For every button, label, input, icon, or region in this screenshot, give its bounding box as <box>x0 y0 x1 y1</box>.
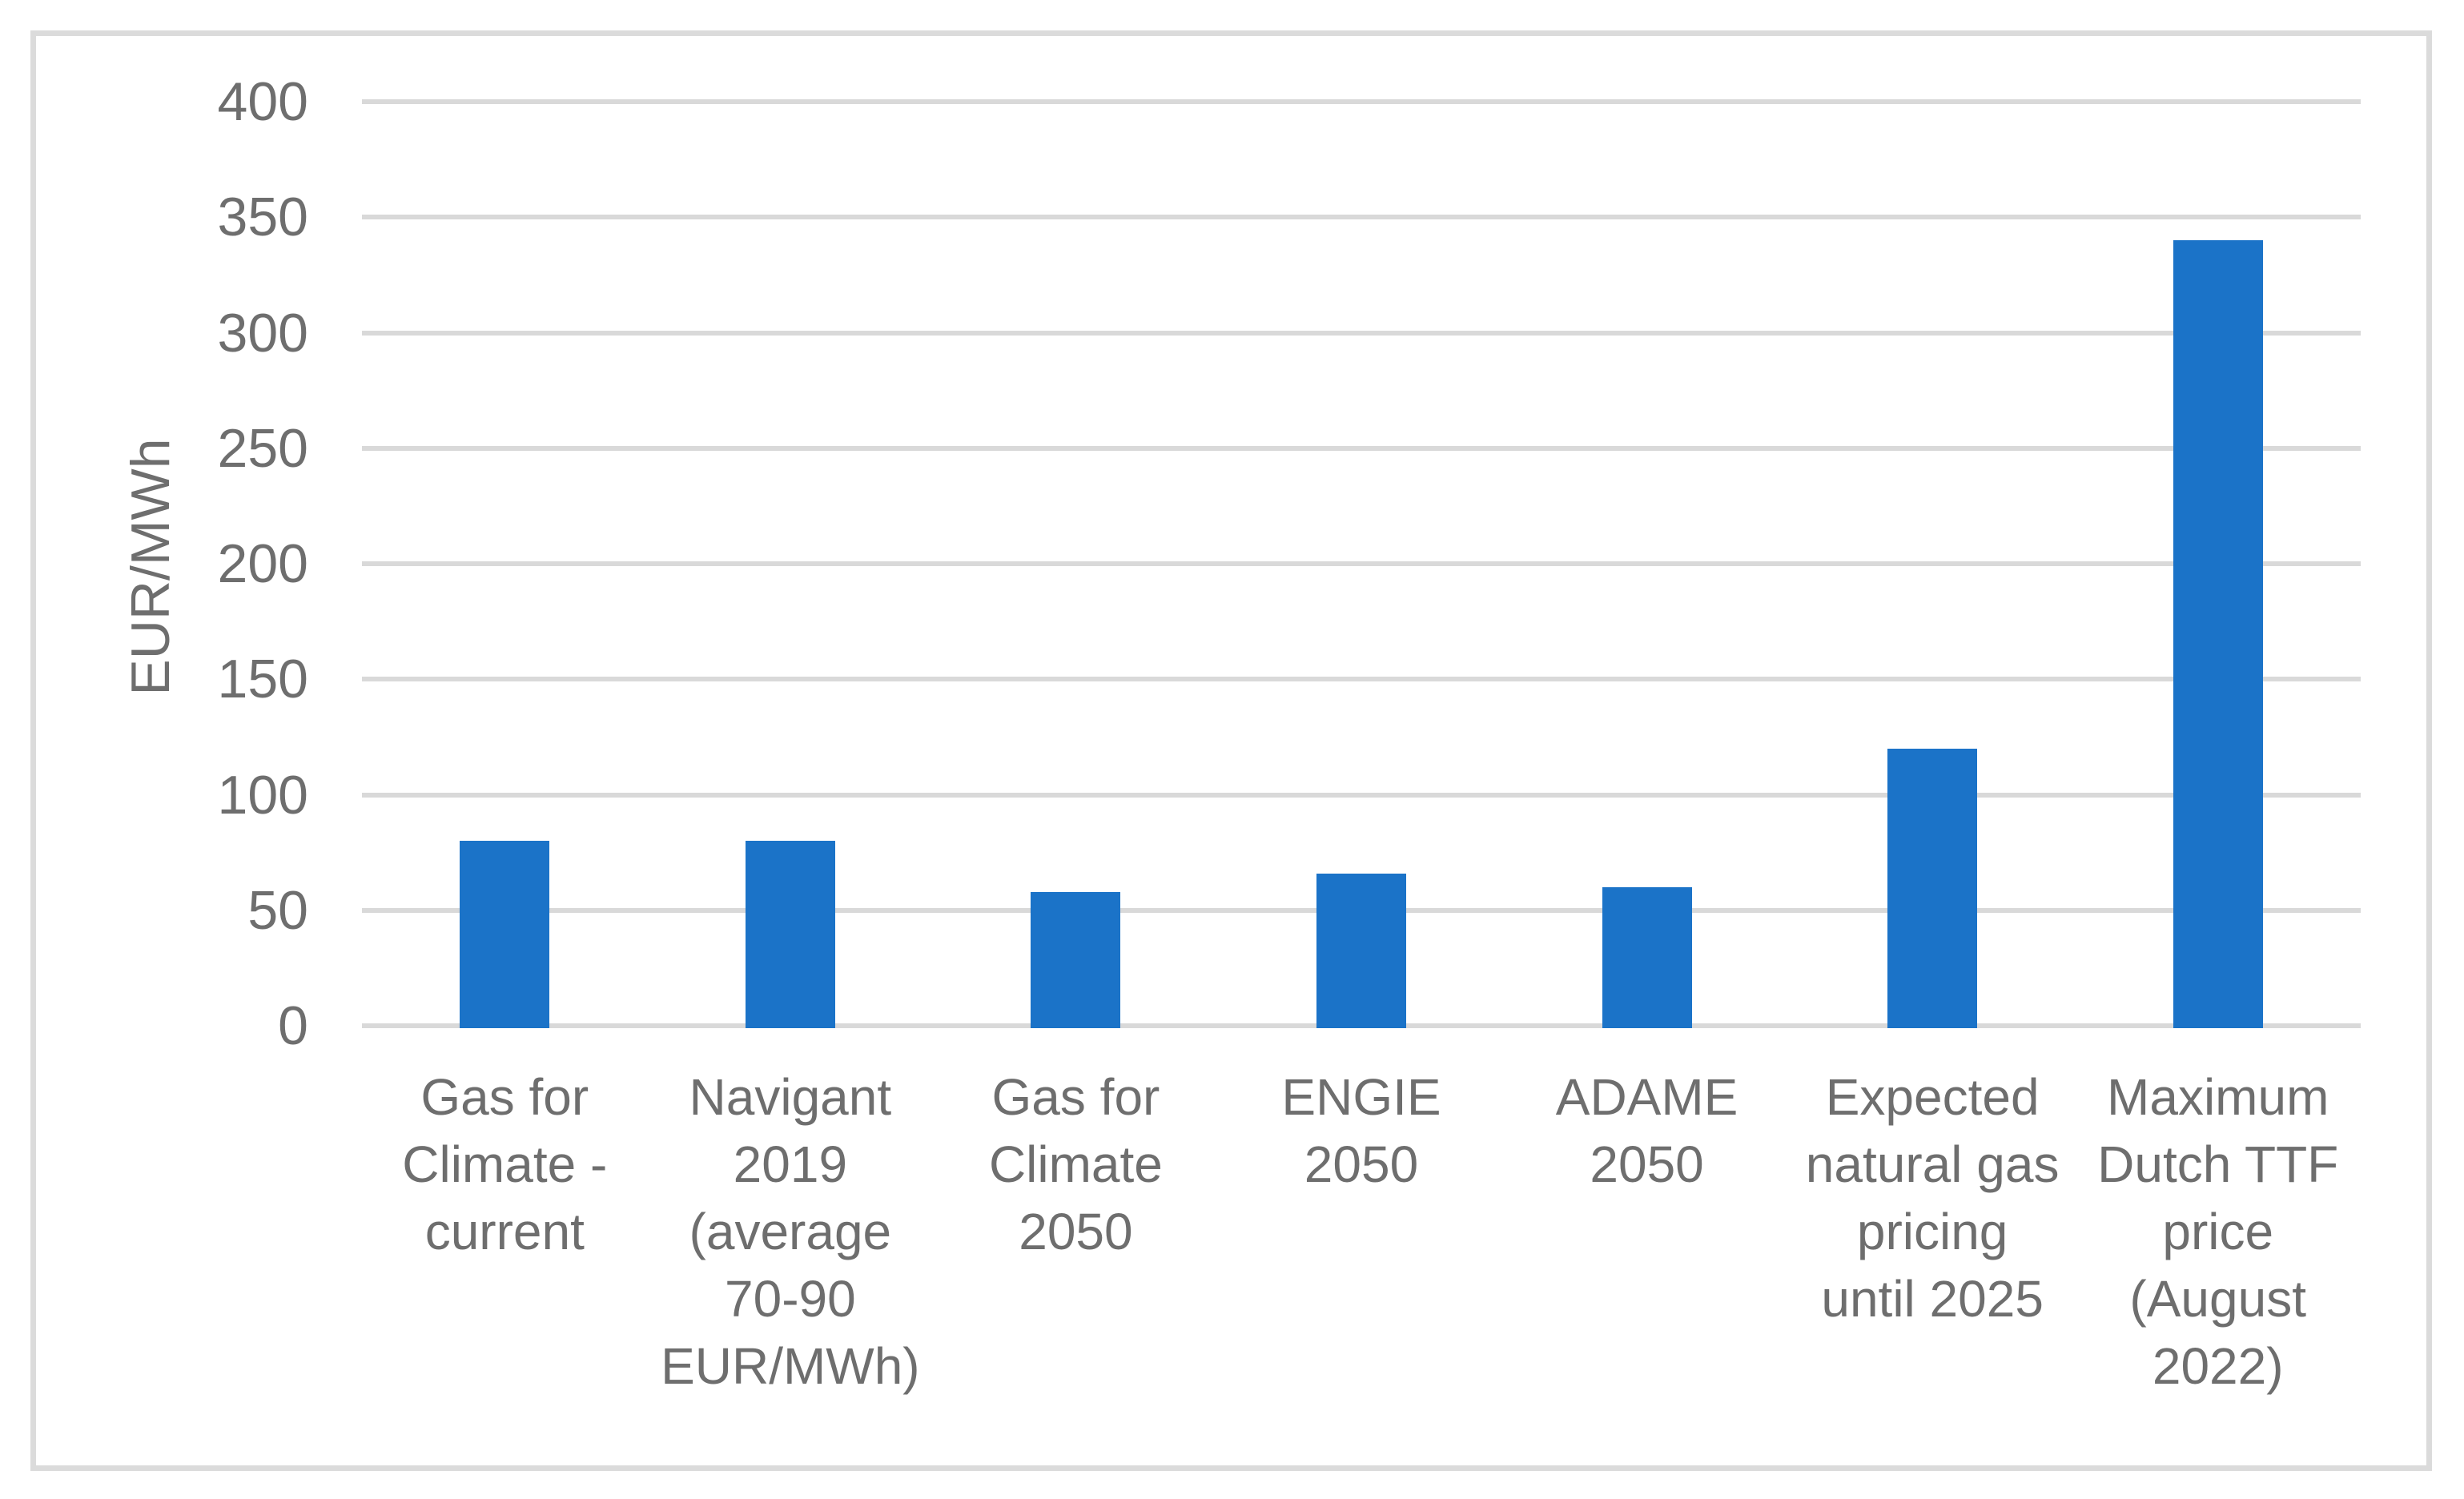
gridline <box>362 445 2361 451</box>
y-tick-label: 200 <box>217 533 308 594</box>
category-label: Maximum Dutch TTF price (August 2022) <box>2075 1063 2361 1400</box>
category-label: Gas for Climate 2050 <box>933 1063 1219 1265</box>
category-label-line: ADAME <box>1555 1068 1738 1126</box>
y-tick-label: 250 <box>217 417 308 479</box>
bar <box>460 841 550 1028</box>
category-label-line: 2019 <box>733 1135 848 1193</box>
bar <box>2173 240 2263 1028</box>
y-tick-label: 300 <box>217 302 308 364</box>
bar <box>1316 873 1406 1028</box>
category-label: ADAME 2050 <box>1504 1063 1790 1198</box>
category-label-line: Climate <box>988 1135 1163 1193</box>
bar <box>1031 891 1121 1028</box>
y-tick-label: 150 <box>217 649 308 710</box>
category-label-line: 2050 <box>1590 1135 1704 1193</box>
bar <box>745 841 835 1028</box>
category-label-line: (August <box>2129 1270 2306 1328</box>
category-label-line: 70-90 <box>725 1270 856 1328</box>
category-label: Expected natural gas pricing until 2025 <box>1790 1063 2076 1332</box>
y-tick-label: 50 <box>247 879 308 941</box>
gridline <box>362 677 2361 682</box>
gridline <box>362 215 2361 220</box>
category-label-line: 2050 <box>1019 1203 1133 1260</box>
bar <box>1602 886 1692 1028</box>
gridline <box>362 561 2361 566</box>
category-label-line: until 2025 <box>1821 1270 2044 1328</box>
category-label-line: Expected <box>1825 1068 2040 1126</box>
category-label-line: pricing <box>1856 1203 2008 1260</box>
category-label-line: current <box>424 1203 585 1260</box>
category-label-line: Maximum <box>2107 1068 2329 1126</box>
category-label: Navigant 2019 (average 70-90 EUR/MWh) <box>648 1063 934 1400</box>
category-label-line: EUR/MWh) <box>661 1337 920 1395</box>
category-label-line: Navigant <box>689 1068 892 1126</box>
gridline <box>362 330 2361 336</box>
y-tick-label: 0 <box>278 995 308 1056</box>
category-label-line: Dutch TTF <box>2097 1135 2339 1193</box>
category-label-line: price <box>2162 1203 2274 1260</box>
gridline <box>362 99 2361 104</box>
category-label-line: Climate - <box>402 1135 608 1193</box>
category-label: Gas for Climate - current <box>362 1063 648 1265</box>
category-label-line: (average <box>689 1203 892 1260</box>
category-label-line: Gas for <box>420 1068 589 1126</box>
category-label-line: 2022) <box>2152 1337 2284 1395</box>
category-label-line: 2050 <box>1304 1135 1419 1193</box>
y-tick-label: 400 <box>217 71 308 132</box>
chart-frame <box>30 30 2432 1471</box>
category-label-line: natural gas <box>1805 1135 2060 1193</box>
category-label-line: ENGIE <box>1281 1068 1441 1126</box>
gridline <box>362 792 2361 798</box>
category-label: ENGIE 2050 <box>1219 1063 1505 1198</box>
category-label-line: Gas for <box>991 1068 1160 1126</box>
y-tick-label: 100 <box>217 764 308 826</box>
bar <box>1887 748 1978 1028</box>
y-tick-label: 350 <box>217 187 308 248</box>
